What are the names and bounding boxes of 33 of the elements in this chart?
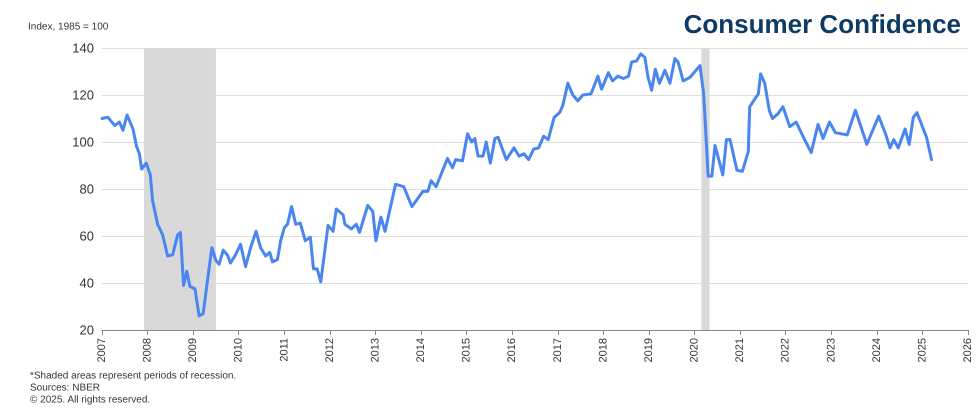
- y-tick-label: 20: [80, 322, 94, 338]
- x-tick-label: 2017: [552, 338, 564, 362]
- chart-title: Consumer Confidence: [684, 9, 962, 39]
- x-tick-label: 2016: [506, 338, 518, 362]
- text: *Shaded areas represent periods of recession.: [30, 370, 236, 382]
- x-tick-label: 2007: [96, 338, 108, 362]
- y-tick-label: 100: [72, 134, 94, 150]
- y-axis-title: Index, 1985 = 100: [28, 22, 109, 32]
- source-note: Sources: NBER: [30, 382, 100, 394]
- x-tick-label: 2022: [780, 338, 792, 362]
- x-tick-label: 2019: [642, 338, 655, 362]
- x-tick-label: 2024: [870, 338, 883, 362]
- x-tick-label: 2015: [460, 338, 473, 362]
- x-tick-label: 2020: [688, 338, 701, 362]
- text: © 2025. All rights reserved.: [30, 394, 150, 406]
- y-tick-label: 80: [80, 182, 94, 196]
- x-tick-label: 2009: [187, 338, 200, 362]
- y-tick-label: 60: [80, 228, 94, 244]
- x-tick-label: 2014: [415, 338, 428, 362]
- x-tick-label: 2025: [916, 338, 928, 362]
- x-tick-label: 2008: [142, 338, 154, 362]
- x-tick-label: 2013: [369, 338, 382, 362]
- line-series: [100, 52, 934, 318]
- y-tick-label: 140: [72, 40, 94, 56]
- x-tick-label: 2026: [962, 338, 974, 362]
- x-tick-label: 2018: [597, 338, 610, 362]
- x-tick-label: 2011: [278, 338, 290, 362]
- x-tick-label: 2012: [324, 338, 336, 362]
- y-tick-label: 40: [80, 276, 94, 290]
- x-tick-label: 2023: [825, 338, 838, 362]
- x-tick-label: 2021: [734, 338, 746, 362]
- x-tick-label: 2010: [232, 338, 245, 362]
- y-tick-label: 120: [72, 88, 94, 102]
